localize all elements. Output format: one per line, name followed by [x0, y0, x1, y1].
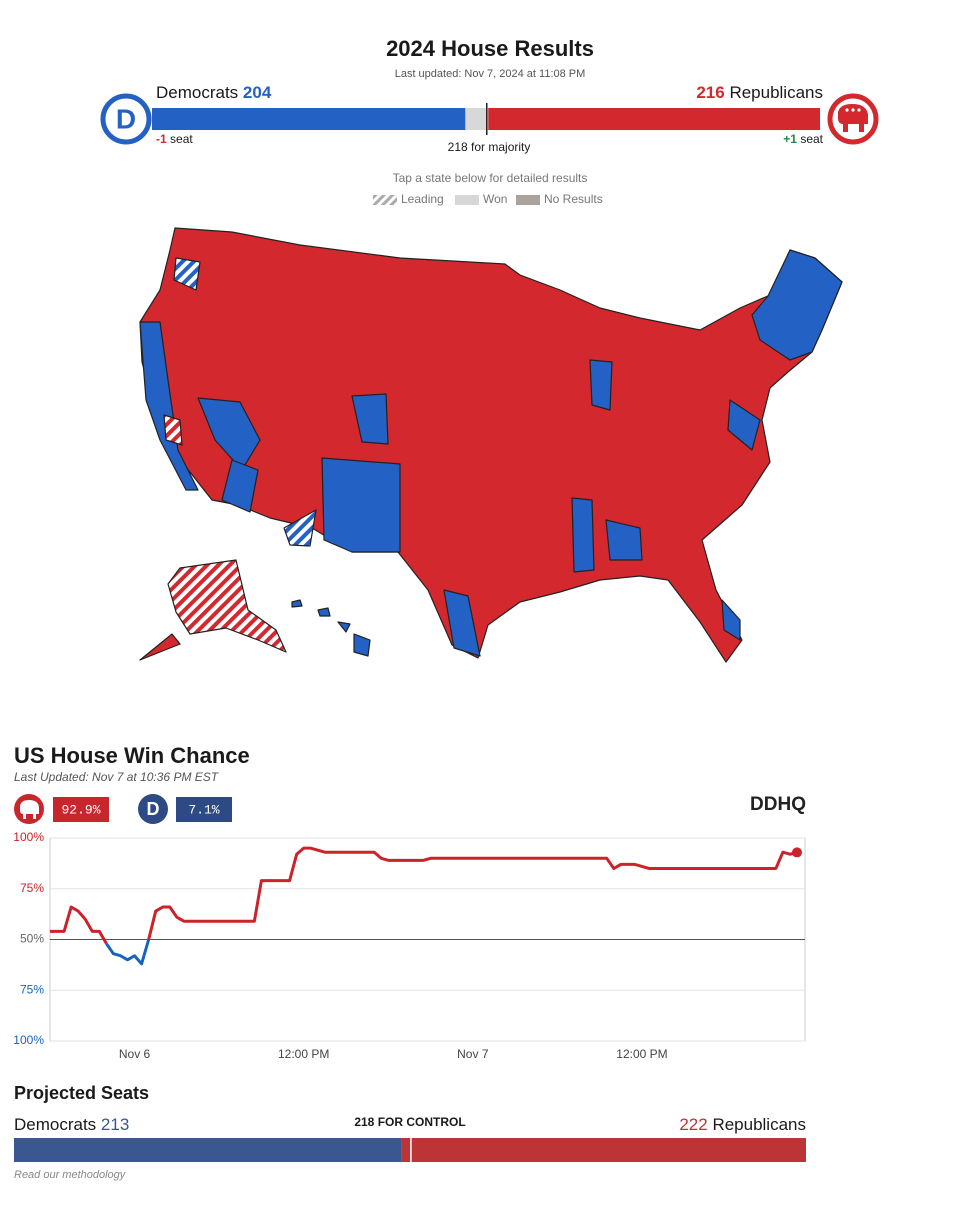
map: [139, 227, 843, 663]
rep-label: 216 Republicans: [696, 83, 823, 102]
district[interactable]: [163, 414, 183, 446]
x-tick-label: 12:00 PM: [278, 1047, 329, 1061]
y-tick-label: 75%: [20, 881, 44, 895]
district[interactable]: [139, 321, 199, 491]
y-tick-label: 100%: [13, 1033, 44, 1047]
island[interactable]: [337, 621, 351, 633]
x-tick-label: 12:00 PM: [616, 1047, 667, 1061]
rep-bar: [488, 108, 820, 130]
dem-icon-letter: D: [147, 799, 160, 819]
win-line: [50, 905, 108, 945]
dem-label: Democrats 204: [156, 83, 272, 102]
proj-rep-seats: 222: [679, 1115, 707, 1134]
end-dot: [792, 847, 802, 858]
proj-rep-label: 222 Republicans: [679, 1115, 806, 1134]
star: [845, 108, 849, 112]
star: [851, 108, 855, 112]
seat-bar: [152, 103, 820, 135]
legend-swatch: [455, 195, 479, 205]
district[interactable]: [751, 249, 843, 361]
win-line: [105, 939, 151, 966]
y-tick-label: 100%: [13, 830, 44, 844]
star: [857, 108, 861, 112]
island[interactable]: [291, 599, 303, 608]
rep-badge: [53, 797, 109, 822]
elephant: [838, 104, 868, 132]
district[interactable]: [721, 599, 741, 641]
rep-change-unit: seat: [800, 132, 823, 146]
state[interactable]: [167, 559, 287, 653]
majority-text: 218 for majority: [448, 140, 531, 154]
rep-bar: [401, 1138, 806, 1162]
ddhq-logo: DDHQ: [750, 794, 806, 815]
chart-title: US House Win Chance: [14, 743, 250, 768]
proj-dem-name: Democrats: [14, 1115, 96, 1134]
district[interactable]: [321, 457, 401, 553]
dem-change-unit: seat: [170, 132, 193, 146]
island[interactable]: [353, 633, 371, 657]
chart-subtitle: Last Updated: Nov 7 at 10:36 PM EST: [14, 770, 220, 784]
rep-change-value: +1: [783, 132, 797, 146]
instruction: Tap a state below for detailed results: [393, 171, 588, 185]
rep-name: Republicans: [729, 83, 823, 102]
district[interactable]: [221, 459, 259, 513]
dem-logo-letter: D: [116, 103, 136, 134]
dem-bar: [14, 1138, 402, 1162]
projected-title: Projected Seats: [14, 1083, 149, 1103]
dem-change-value: -1: [156, 132, 167, 146]
island[interactable]: [317, 607, 331, 617]
control-label: FOR CONTROL: [378, 1115, 466, 1129]
dem-bar: [152, 108, 466, 130]
islands[interactable]: [139, 633, 181, 661]
x-tick-label: Nov 6: [119, 1047, 151, 1061]
rep-seats: 216: [696, 83, 724, 102]
district[interactable]: [197, 397, 261, 471]
title: 2024 House Results: [386, 36, 594, 61]
rep-chance: 92.9%: [61, 802, 100, 817]
district[interactable]: [443, 589, 481, 657]
dem-chance: 7.1%: [188, 802, 219, 817]
x-tick-label: Nov 7: [457, 1047, 489, 1061]
legend-label: Leading: [401, 192, 444, 206]
legend-label: No Results: [544, 192, 603, 206]
y-tick-label: 50%: [20, 932, 44, 946]
legend-swatch: [516, 195, 540, 205]
district[interactable]: [283, 509, 317, 547]
dem-logo: [100, 93, 152, 145]
legend-swatch: [373, 195, 397, 205]
district[interactable]: [589, 359, 613, 411]
methodology-link[interactable]: Read our methodology: [14, 1169, 127, 1181]
proj-rep-name: Republicans: [712, 1115, 806, 1134]
legend-label: Won: [483, 192, 507, 206]
majority-label: for majority: [471, 140, 530, 154]
district[interactable]: [173, 257, 201, 291]
district[interactable]: [727, 399, 761, 451]
win-chance-chart: 100% 75% 50% 75% 100% Nov 6 12:00 PM Nov 7 12:00…: [13, 830, 805, 1061]
projected-bar: [14, 1133, 806, 1167]
dem-seats: 204: [243, 83, 272, 102]
dem-icon: [138, 794, 168, 824]
district[interactable]: [605, 519, 643, 561]
district[interactable]: [571, 497, 595, 573]
win-line: [147, 846, 798, 940]
dem-name: Democrats: [156, 83, 238, 102]
dem-change: -1 seat: [156, 132, 193, 146]
updated: Last updated: Nov 7, 2024 at 11:08 PM: [395, 68, 586, 80]
dem-badge: [176, 797, 232, 822]
control-text: 218 FOR CONTROL: [354, 1115, 465, 1129]
majority-number: 218: [448, 140, 468, 154]
rep-change: +1 seat: [783, 132, 823, 146]
elephant: [20, 800, 39, 819]
proj-dem-seats: 213: [101, 1115, 129, 1134]
district[interactable]: [351, 393, 389, 445]
y-tick-label: 75%: [20, 982, 44, 996]
control-number: 218: [354, 1115, 374, 1129]
proj-dem-label: Democrats 213: [14, 1115, 129, 1134]
